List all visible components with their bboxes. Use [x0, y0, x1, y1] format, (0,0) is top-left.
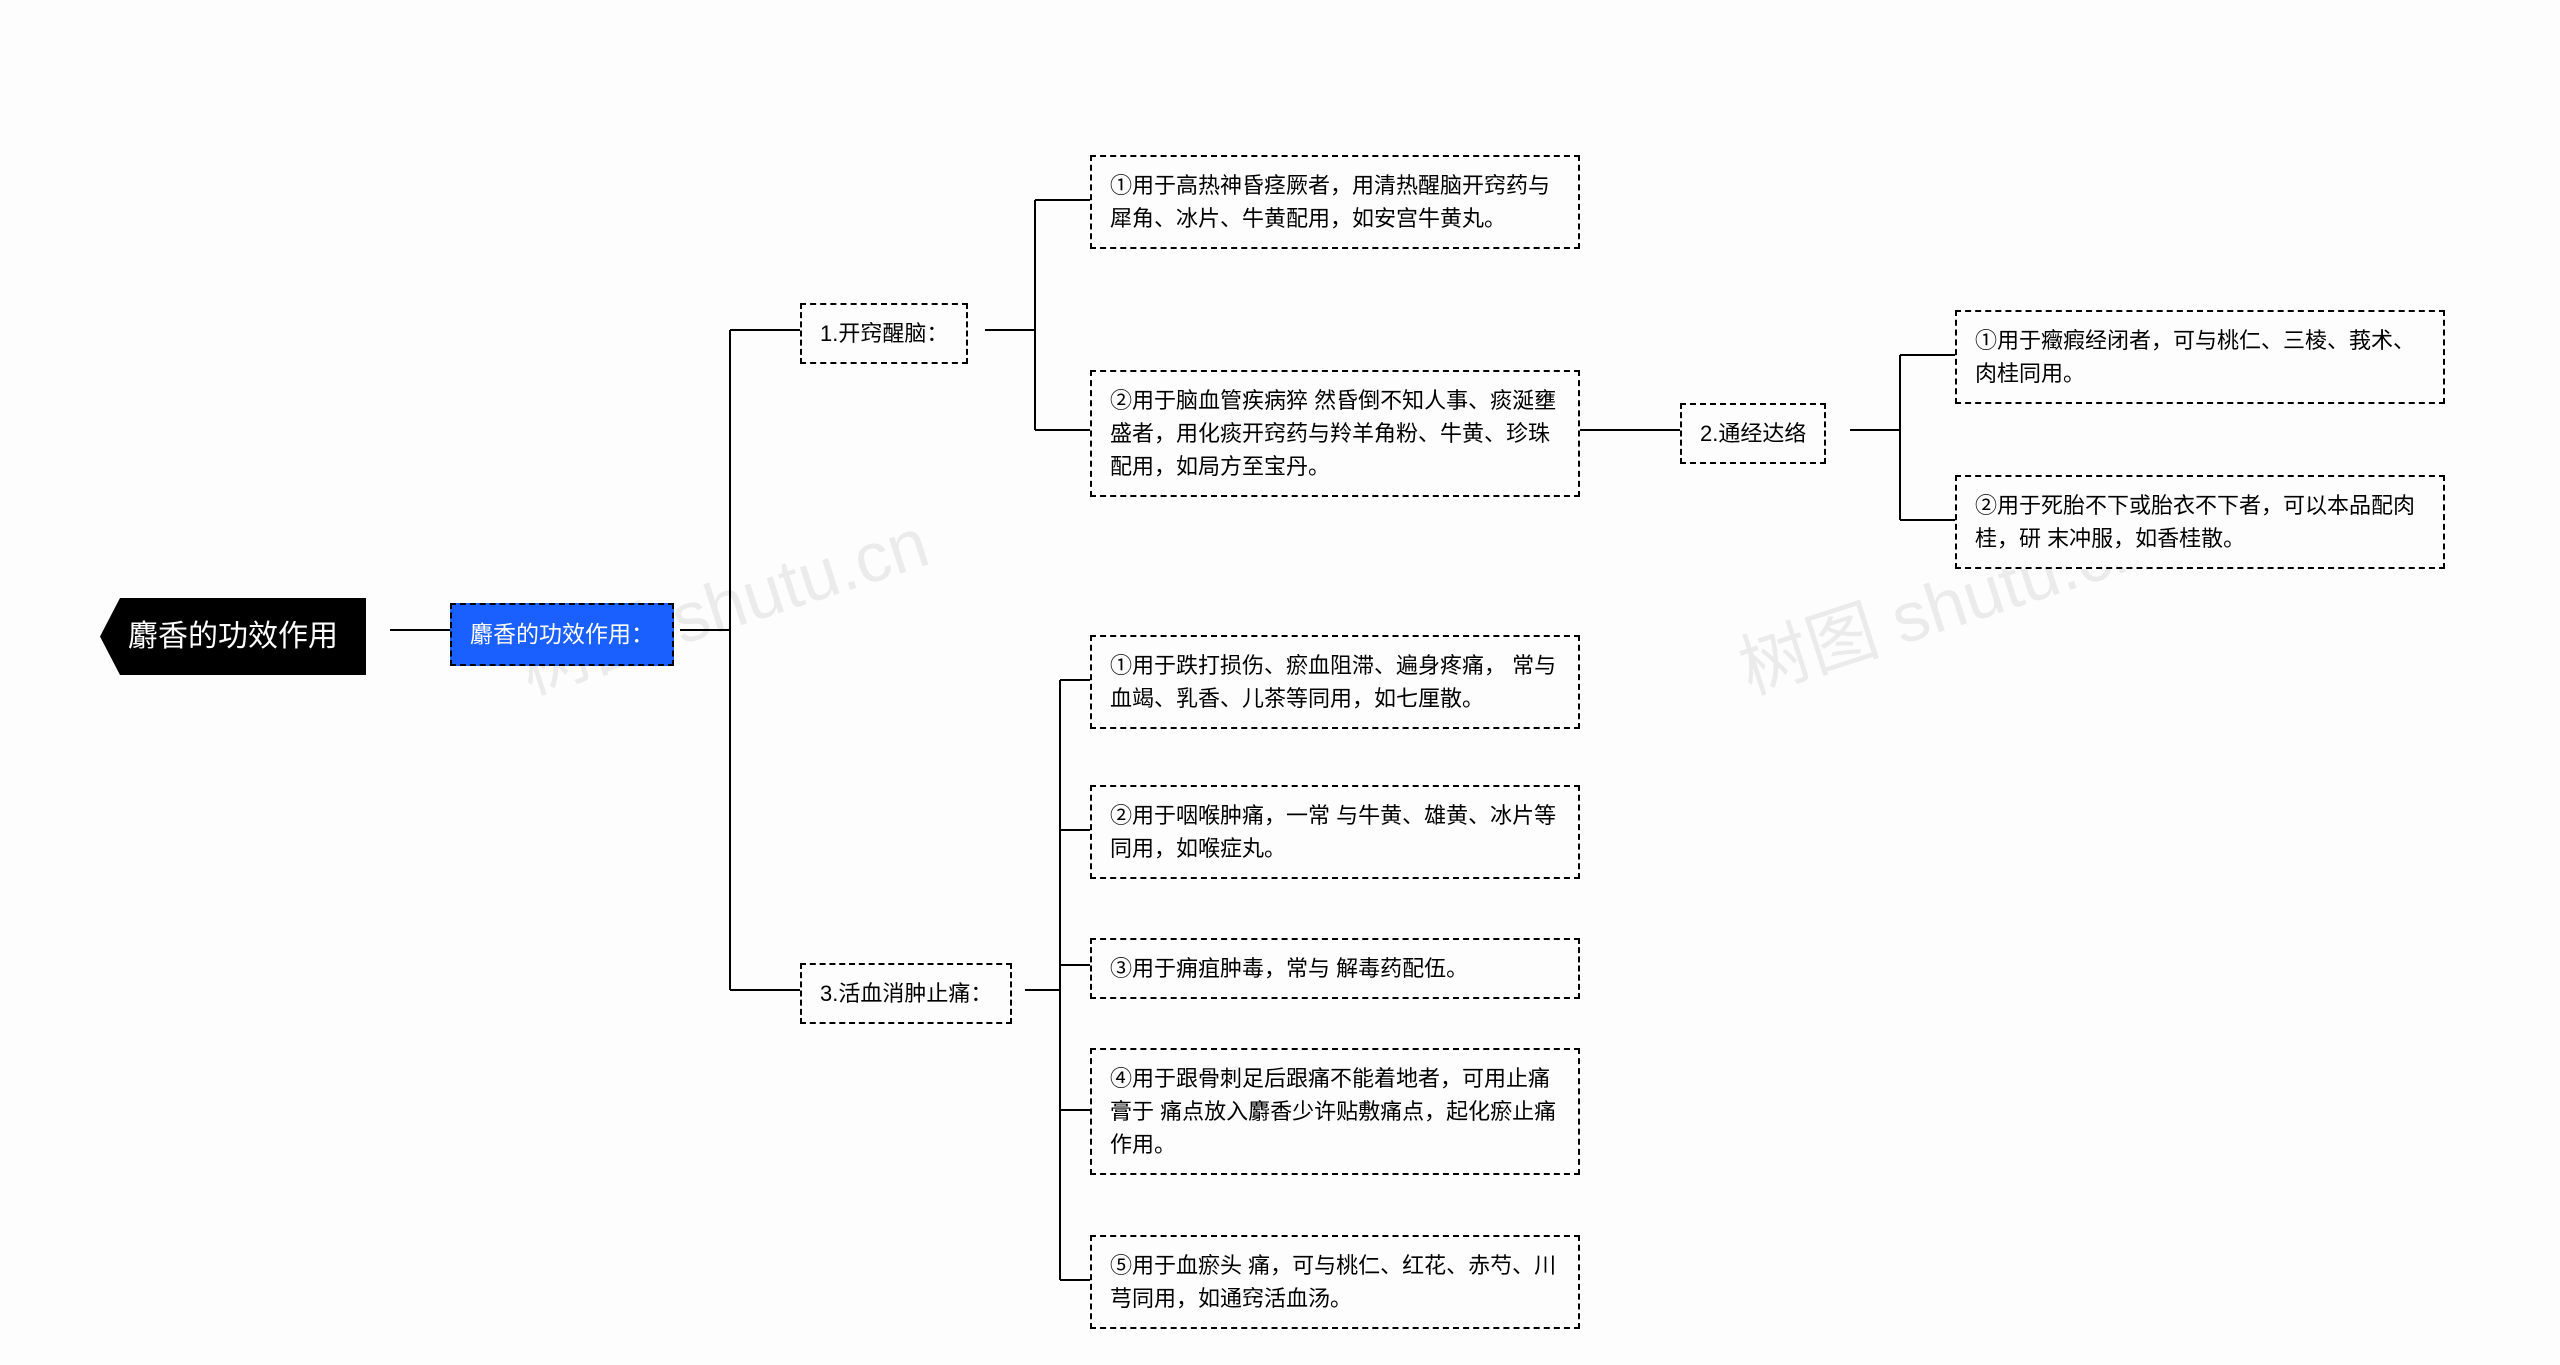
root-node[interactable]: 麝香的功效作用 — [100, 598, 366, 675]
branch-3[interactable]: 3.活血消肿止痛： — [800, 963, 1012, 1024]
branch-3-child-2[interactable]: ②用于咽喉肿痛，一常 与牛黄、雄黄、冰片等同用，如喉症丸。 — [1090, 785, 1580, 879]
branch-2-child-2[interactable]: ②用于死胎不下或胎衣不下者，可以本品配肉桂，研 末冲服，如香桂散。 — [1955, 475, 2445, 569]
branch-1[interactable]: 1.开窍醒脑： — [800, 303, 968, 364]
branch-2-child-1[interactable]: ①用于癥瘕经闭者，可与桃仁、三棱、莪术、肉桂同用。 — [1955, 310, 2445, 404]
branch-3-child-4[interactable]: ④用于跟骨刺足后跟痛不能着地者，可用止痛膏于 痛点放入麝香少许贴敷痛点，起化瘀止… — [1090, 1048, 1580, 1175]
branch-3-child-1[interactable]: ①用于跌打损伤、瘀血阻滞、遍身疼痛， 常与血竭、乳香、儿茶等同用，如七厘散。 — [1090, 635, 1580, 729]
branch-1-child-1[interactable]: ①用于高热神昏痉厥者，用清热醒脑开窍药与犀角、冰片、牛黄配用，如安宫牛黄丸。 — [1090, 155, 1580, 249]
watermark: 树图 shutu.cn — [505, 487, 940, 714]
branch-3-child-3[interactable]: ③用于痈疽肿毒，常与 解毒药配伍。 — [1090, 938, 1580, 999]
branch-1-child-2[interactable]: ②用于脑血管疾病猝 然昏倒不知人事、痰涎壅盛者，用化痰开窍药与羚羊角粉、牛黄、珍… — [1090, 370, 1580, 497]
level1-node[interactable]: 麝香的功效作用： — [450, 603, 674, 666]
branch-3-child-5[interactable]: ⑤用于血瘀头 痛，可与桃仁、红花、赤芍、川芎同用，如通窍活血汤。 — [1090, 1235, 1580, 1329]
branch-2[interactable]: 2.通经达络 — [1680, 403, 1826, 464]
